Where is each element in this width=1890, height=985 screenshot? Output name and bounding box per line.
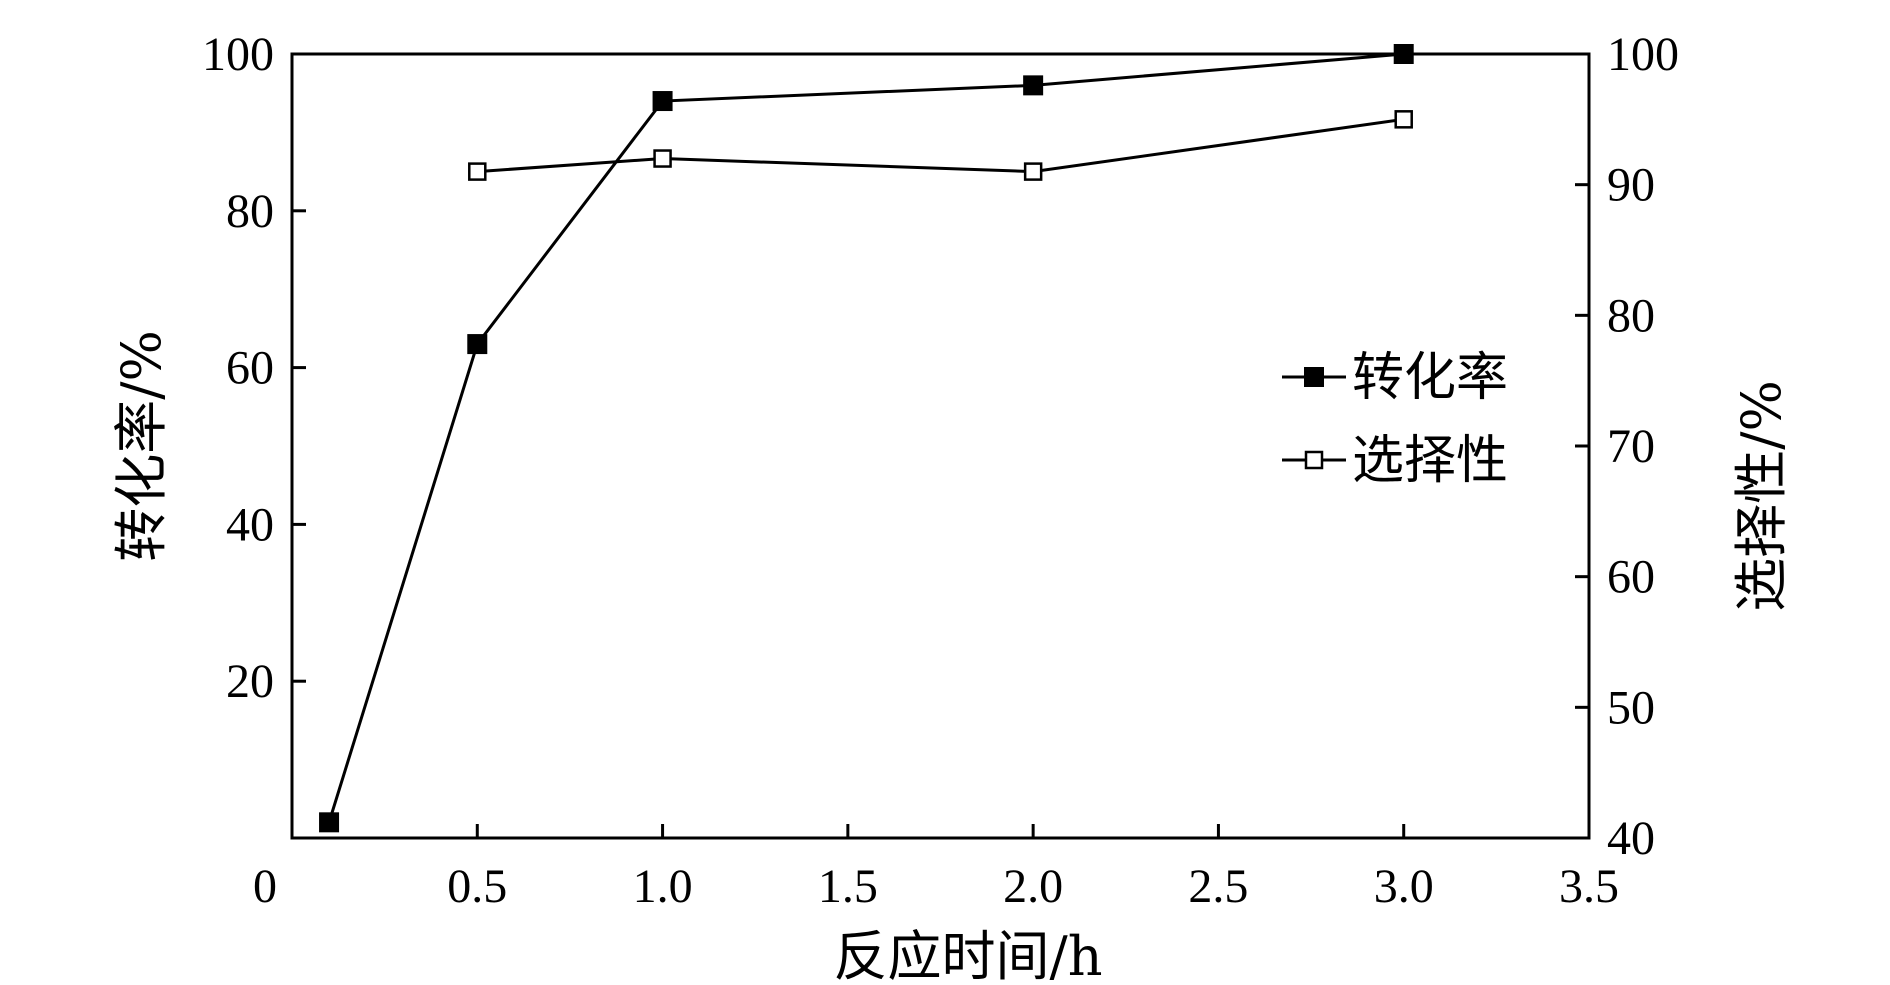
y-left-axis-ticks: 20 40 60 80 100 bbox=[202, 28, 306, 708]
series-layer bbox=[319, 44, 1414, 833]
x-tick-label: 0.5 bbox=[447, 860, 507, 913]
x-tick-label: 1.5 bbox=[818, 860, 878, 913]
y-right-tick-label: 80 bbox=[1607, 289, 1655, 342]
series-line-selectivity bbox=[477, 117, 1404, 174]
y-left-tick-label: 20 bbox=[226, 655, 274, 708]
x-tick-label: 3.5 bbox=[1559, 860, 1619, 913]
data-point-conversion bbox=[652, 91, 673, 112]
x-tick-label: 2.0 bbox=[1003, 860, 1063, 913]
data-point-selectivity bbox=[653, 149, 672, 168]
data-point-conversion bbox=[467, 334, 488, 355]
data-point-conversion bbox=[319, 812, 340, 833]
legend-label-selectivity: 选择性 bbox=[1352, 431, 1508, 491]
legend: 转化率 选择性 bbox=[1282, 348, 1508, 491]
y-right-axis-ticks: 40 50 60 70 80 90 100 bbox=[1575, 28, 1679, 865]
data-point-selectivity bbox=[468, 162, 487, 181]
y-left-tick-label: 40 bbox=[226, 498, 274, 551]
y-left-tick-label: 100 bbox=[202, 28, 274, 81]
data-point-conversion bbox=[1023, 75, 1044, 96]
y-right-tick-label: 100 bbox=[1607, 28, 1679, 81]
x-tick-label: 0 bbox=[253, 860, 277, 913]
x-axis-title: 反应时间/h bbox=[834, 925, 1103, 985]
data-point-selectivity bbox=[1394, 110, 1413, 129]
y-left-tick-label: 80 bbox=[226, 185, 274, 238]
y-left-axis-title: 转化率/% bbox=[110, 330, 173, 562]
y-right-tick-label: 50 bbox=[1607, 681, 1655, 734]
legend-label-conversion: 转化率 bbox=[1352, 348, 1508, 408]
y-right-tick-label: 70 bbox=[1607, 420, 1655, 473]
y-right-tick-label: 40 bbox=[1607, 812, 1655, 865]
legend-marker-conversion bbox=[1304, 367, 1324, 387]
y-right-tick-label: 90 bbox=[1607, 159, 1655, 212]
y-left-tick-label: 60 bbox=[226, 342, 274, 395]
data-point-conversion bbox=[1393, 44, 1414, 64]
y-right-tick-label: 60 bbox=[1607, 551, 1655, 604]
y-right-axis-title: 选择性/% bbox=[1730, 380, 1793, 612]
legend-marker-selectivity bbox=[1304, 450, 1324, 470]
x-axis-ticks: 0 0.5 1.0 1.5 2.0 2.5 3.0 3.5 bbox=[253, 824, 1619, 913]
x-tick-label: 2.5 bbox=[1188, 860, 1248, 913]
data-point-selectivity bbox=[1023, 162, 1043, 181]
x-tick-label: 3.0 bbox=[1374, 860, 1434, 913]
x-tick-label: 1.0 bbox=[633, 860, 693, 913]
